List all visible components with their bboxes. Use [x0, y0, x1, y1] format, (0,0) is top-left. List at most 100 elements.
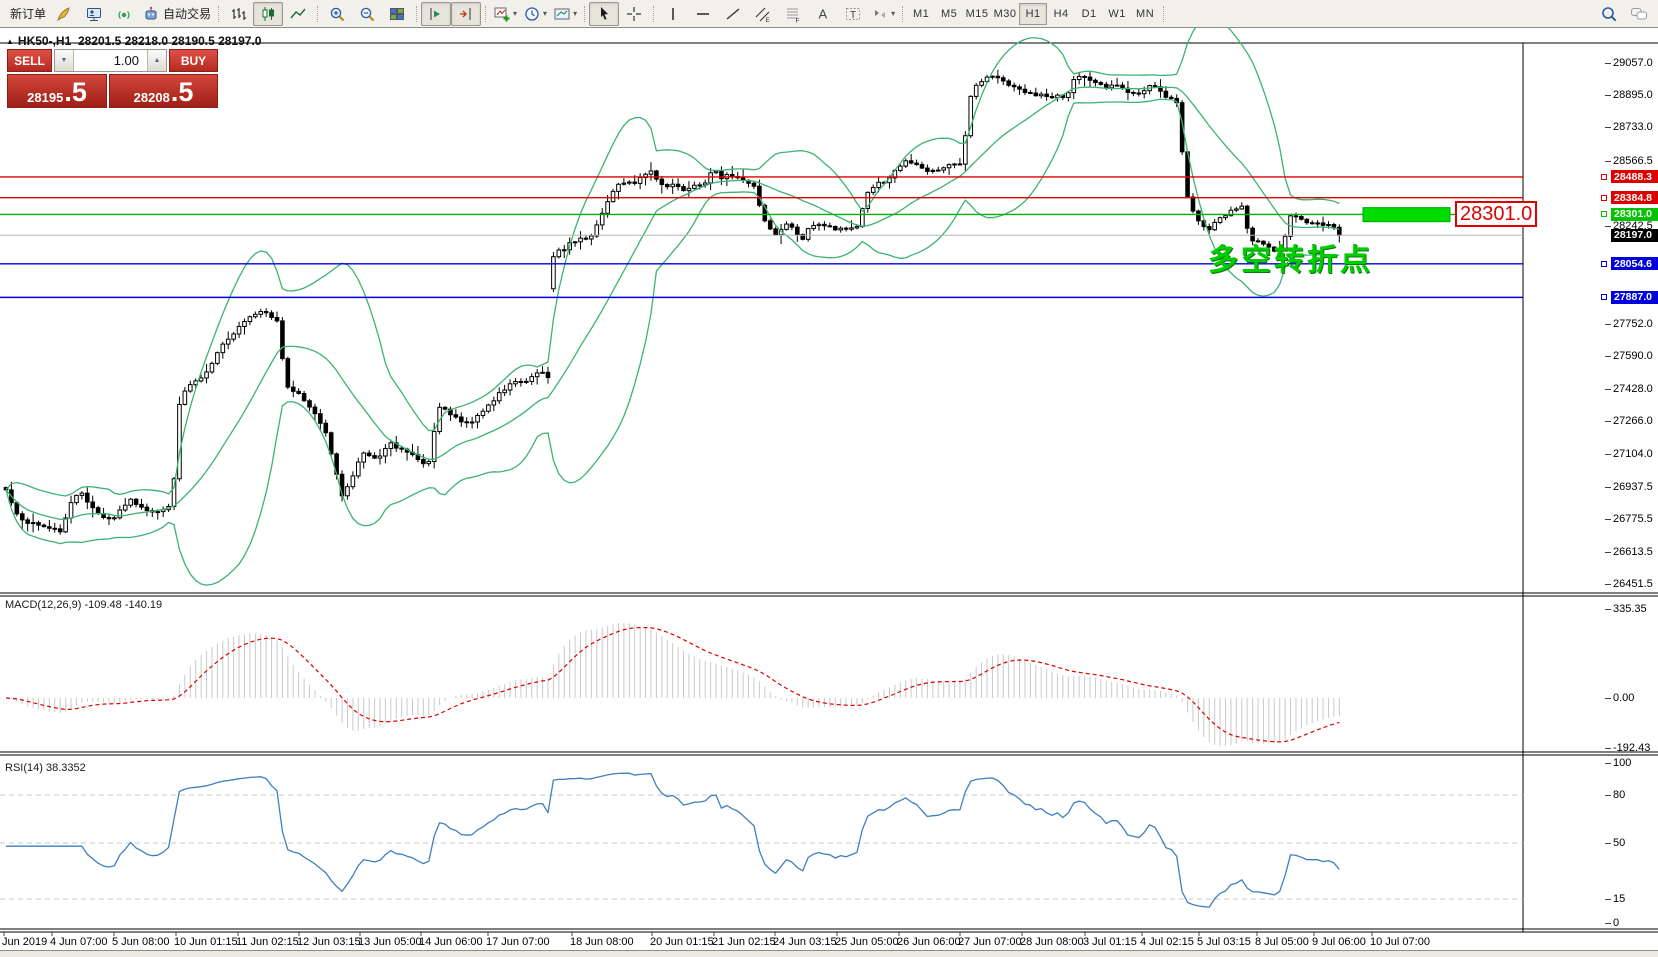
template-glyph: [553, 5, 571, 23]
quill-glyph: [55, 5, 73, 23]
chart-shift-button[interactable]: [451, 1, 482, 26]
buy-price-pips: .5: [170, 77, 194, 107]
autotrading-button[interactable]: 自动交易: [139, 2, 214, 26]
cursor-button[interactable]: [589, 1, 620, 26]
toolbar-separator: [313, 4, 322, 24]
price-level-label[interactable]: 28301.0: [1455, 201, 1538, 228]
chat-icon[interactable]: [1624, 2, 1654, 26]
toolbar-separator: [898, 4, 907, 24]
timeframe-m15-label: M15: [965, 7, 989, 20]
timeframe-m1-label: M1: [912, 7, 930, 20]
timeframe-h4[interactable]: H4: [1047, 3, 1075, 25]
terminal-glyph: [85, 5, 103, 23]
timeframe-mn[interactable]: MN: [1131, 3, 1159, 25]
templates-button[interactable]: ▾: [550, 2, 580, 26]
quill-icon[interactable]: [49, 2, 79, 26]
indicators-button[interactable]: ▾: [490, 2, 520, 26]
text-button[interactable]: [808, 2, 838, 26]
timeframe-m1[interactable]: M1: [907, 3, 935, 25]
text-label-button[interactable]: [838, 2, 868, 26]
horizontal-line-button[interactable]: [688, 2, 718, 26]
timeframe-m5-label: M5: [940, 7, 958, 20]
new-order-button[interactable]: 新订单: [4, 2, 49, 26]
indicator-glyph: [493, 5, 511, 23]
vertical-line-button[interactable]: [658, 2, 688, 26]
one-click-trading-panel: SELL ▼ 1.00 ▲ BUY 28195.5 28208.5: [7, 49, 218, 108]
line-glyph: [289, 5, 307, 23]
timeframe-h1[interactable]: H1: [1019, 2, 1048, 25]
dropdown-caret-icon[interactable]: ▾: [513, 9, 518, 18]
zoomout-glyph: [358, 5, 376, 23]
toolbar-separator: [649, 4, 658, 24]
sell-price-pips: .5: [64, 77, 87, 107]
timeframe-d1[interactable]: D1: [1075, 3, 1103, 25]
timeframe-w1-label: W1: [1108, 7, 1126, 20]
chart-plot-area[interactable]: [0, 28, 1658, 956]
toolbar-separator: [412, 4, 421, 24]
dropdown-caret-icon[interactable]: ▾: [891, 9, 896, 18]
texta-glyph: [814, 5, 832, 23]
toolbar-separator: [1159, 4, 1168, 24]
dropdown-caret-icon[interactable]: ▾: [543, 9, 548, 18]
shapes-glyph: [871, 5, 889, 23]
zoom-in-button[interactable]: [322, 2, 352, 26]
timeframe-w1[interactable]: W1: [1103, 3, 1131, 25]
timeframe-m15[interactable]: M15: [963, 3, 991, 25]
trend-glyph: [724, 5, 742, 23]
timeframe-m5[interactable]: M5: [935, 3, 963, 25]
buy-price[interactable]: 28208.5: [109, 74, 218, 108]
toolbar-separator: [481, 4, 490, 24]
line-chart-mode-button[interactable]: [283, 2, 313, 26]
buy-button[interactable]: BUY: [169, 49, 218, 72]
terminal-icon[interactable]: [79, 2, 109, 26]
channel-glyph: [754, 5, 772, 23]
timeframe-m30-label: M30: [993, 7, 1017, 20]
turning-point-annotation[interactable]: 多空转折点: [1208, 243, 1373, 277]
signals-icon[interactable]: [109, 2, 139, 26]
chart-window: ▲ HK50-,H1 28201.5 28218.0 28190.5 28197.…: [0, 28, 1658, 957]
trendline-button[interactable]: [718, 2, 748, 26]
periods-button[interactable]: ▾: [520, 2, 550, 26]
sell-price-main: 28195: [27, 90, 64, 105]
candlestick-mode-button[interactable]: [253, 1, 284, 26]
search-icon[interactable]: [1594, 2, 1624, 26]
arrows-button[interactable]: ▾: [868, 2, 898, 26]
chartshift-glyph: [457, 5, 475, 23]
toolbar-separator: [580, 4, 589, 24]
timeframe-m30[interactable]: M30: [991, 3, 1019, 25]
clock-glyph: [523, 5, 541, 23]
autotrading-button-label: 自动交易: [163, 7, 212, 21]
timeframe-h4-label: H4: [1053, 7, 1069, 20]
buy-price-main: 28208: [133, 90, 170, 105]
dropdown-caret-icon[interactable]: ▾: [573, 9, 578, 18]
cursor-glyph: [595, 5, 613, 23]
timeframe-h1-label: H1: [1025, 7, 1041, 20]
equidistant-channel-button[interactable]: [748, 2, 778, 26]
candle-glyph: [259, 5, 277, 23]
textlabel-glyph: [844, 5, 862, 23]
tile-windows-button[interactable]: [382, 2, 412, 26]
vline-glyph: [664, 5, 682, 23]
crosshair-button[interactable]: [619, 2, 649, 26]
main-toolbar: 新订单 自动交易 ▾ ▾ ▾ ▾ M1 M5 M15 M30 H1 H4 D1 W1 MN: [0, 0, 1658, 28]
timeframe-mn-label: MN: [1136, 7, 1155, 20]
sell-price[interactable]: 28195.5: [7, 74, 107, 108]
crosshair-glyph: [625, 5, 643, 23]
signal-glyph: [115, 5, 133, 23]
bars-glyph: [229, 5, 247, 23]
fibonacci-button[interactable]: [778, 2, 808, 26]
auto-scroll-button[interactable]: [421, 1, 452, 26]
bar-chart-mode-button[interactable]: [223, 2, 253, 26]
new-order-button-label: 新订单: [10, 7, 47, 21]
sell-button[interactable]: SELL: [7, 49, 52, 72]
timeframe-d1-label: D1: [1081, 7, 1097, 20]
volume-increase-button[interactable]: ▲: [147, 50, 166, 71]
fibo-glyph: [784, 5, 802, 23]
zoom-out-button[interactable]: [352, 2, 382, 26]
volume-input[interactable]: 1.00: [74, 50, 147, 71]
zoomin-glyph: [328, 5, 346, 23]
tile-glyph: [388, 5, 406, 23]
volume-decrease-button[interactable]: ▼: [55, 50, 74, 71]
hline-glyph: [694, 5, 712, 23]
